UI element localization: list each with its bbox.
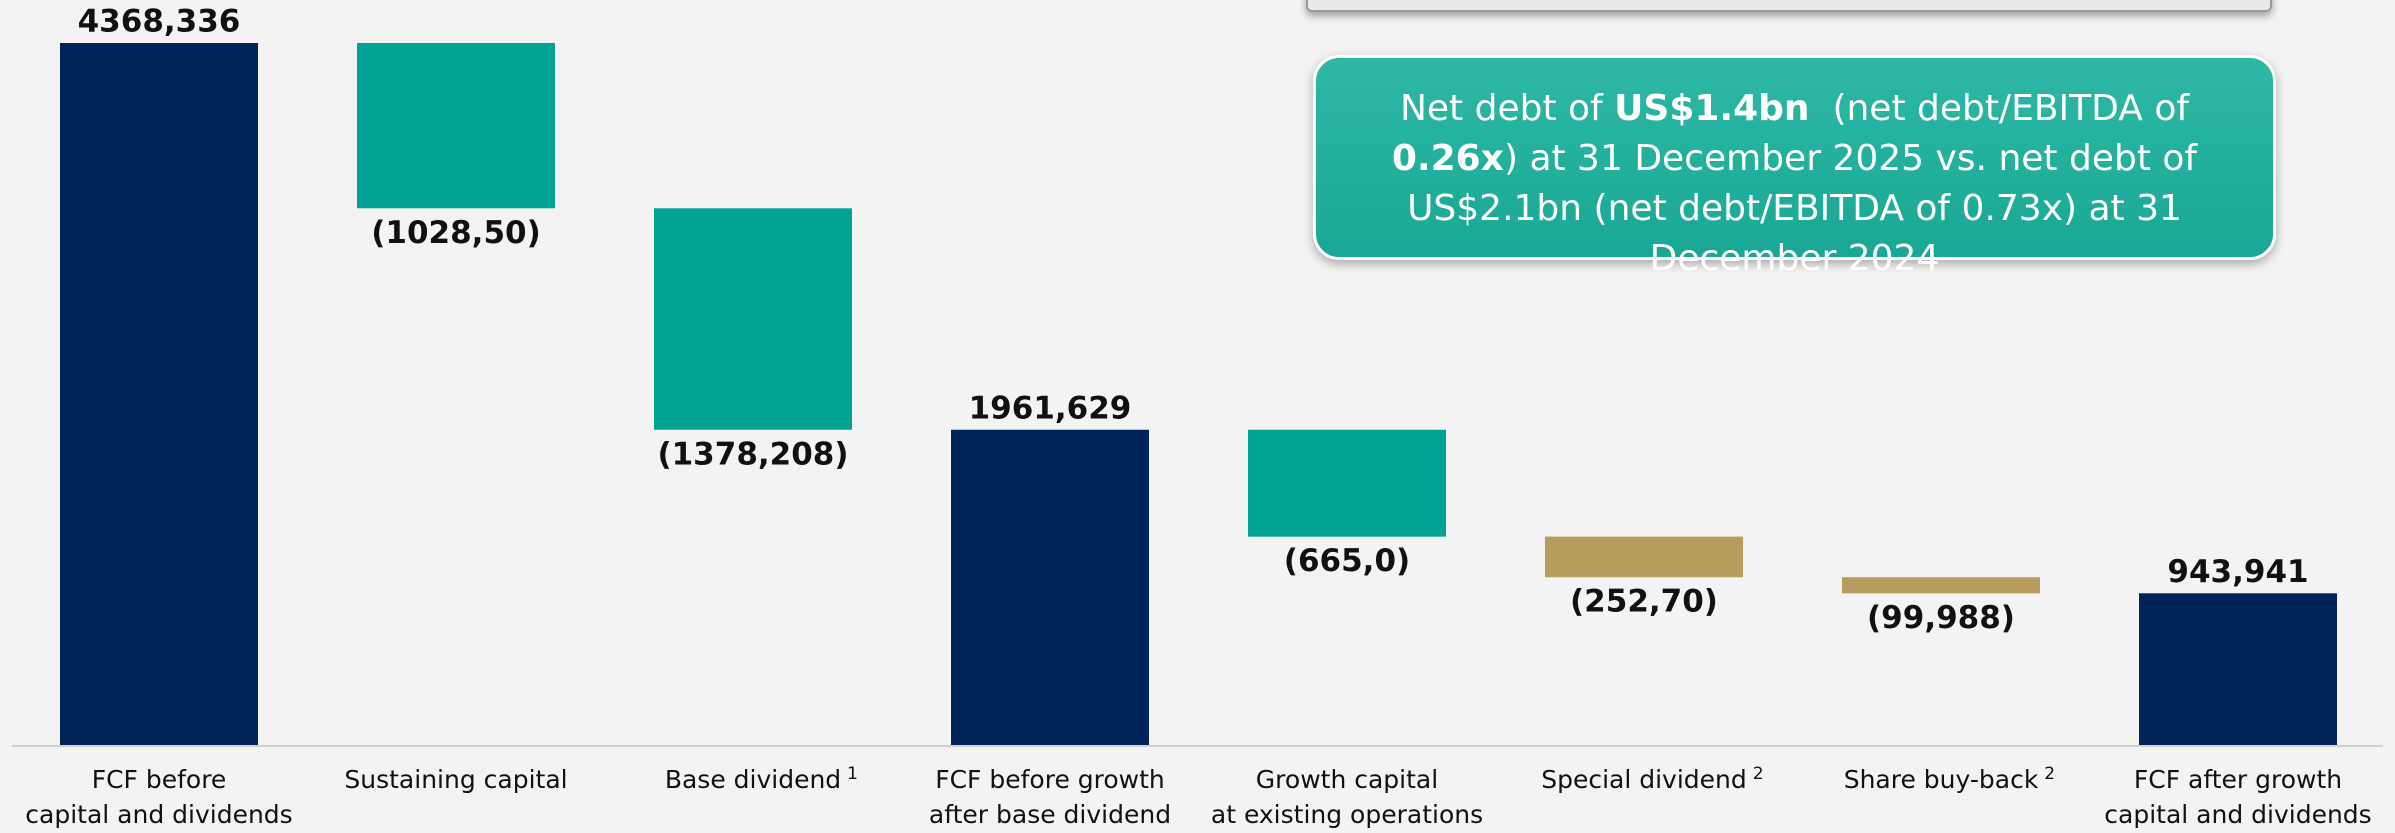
annotation-text: (net debt/EBITDA of [1809, 88, 2201, 129]
annotation-text: ) at 31 December 2025 vs. net debt of US… [1407, 138, 2209, 279]
x-tick-label: after base dividend [929, 800, 1171, 829]
bar [1545, 536, 1743, 578]
annotation-text: 0.26x [1391, 138, 1504, 179]
value-label: (99,988) [1867, 600, 2015, 636]
x-tick-label: Special dividend [1541, 765, 1747, 794]
value-label: (665,0) [1284, 543, 1410, 579]
bar [951, 429, 1149, 745]
annotation-text: US$1.4bn [1614, 88, 1810, 129]
x-tick-label: FCF before [92, 765, 227, 794]
x-tick-label: Base dividend [665, 765, 841, 794]
x-tick-label: at existing operations [1211, 800, 1483, 829]
annotation-text: Net debt of [1399, 88, 1615, 129]
value-label: (1028,50) [371, 215, 541, 251]
footnote-ref: 2 [1753, 764, 1764, 784]
footnote-ref: 2 [2044, 764, 2055, 784]
x-tick-label: FCF before growth [935, 765, 1165, 794]
value-label: (252,70) [1570, 584, 1718, 620]
bar [357, 43, 555, 209]
bar [2139, 593, 2337, 745]
value-label: 4368,336 [78, 4, 241, 40]
x-tick-label: Share buy-back [1844, 765, 2039, 794]
x-tick-label: capital and dividends [2104, 800, 2371, 829]
value-label: 943,941 [2167, 554, 2308, 590]
value-label: 1961,629 [969, 390, 1132, 426]
x-tick-label: Sustaining capital [344, 765, 567, 794]
value-label: (1378,208) [657, 436, 848, 472]
bar [1842, 577, 2040, 594]
x-tick-label: FCF after growth [2134, 765, 2342, 794]
bar [654, 208, 852, 430]
bar [60, 43, 258, 745]
x-tick-label: capital and dividends [25, 800, 292, 829]
bar [1248, 429, 1446, 537]
footnote-ref: 1 [847, 764, 858, 784]
x-tick-label: Growth capital [1256, 765, 1438, 794]
header-box [1306, 0, 2272, 12]
annotation: Net debt of US$1.4bn (net debt/EBITDA of… [1313, 55, 2276, 279]
